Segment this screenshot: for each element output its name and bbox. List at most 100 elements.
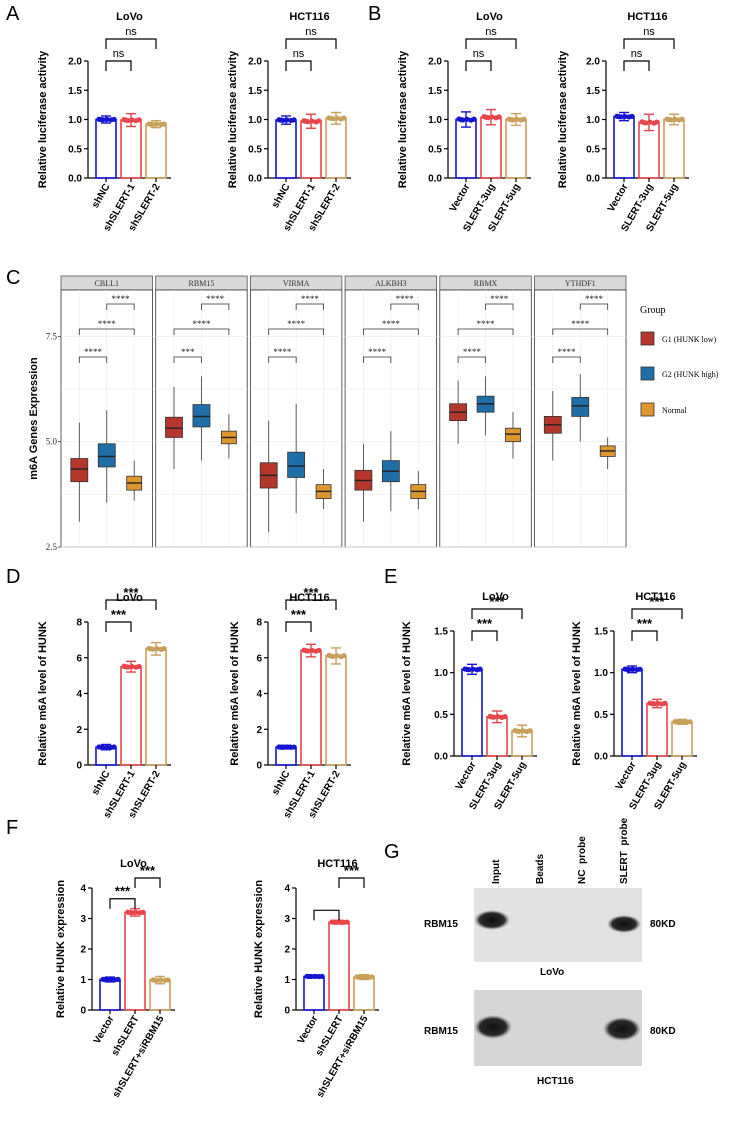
- y-tick-label: 1.0: [586, 115, 600, 126]
- significance-label: ****: [111, 294, 130, 304]
- y-tick-label: 4: [80, 884, 86, 895]
- y-tick-label: 0: [80, 1006, 86, 1017]
- data-point: [629, 113, 635, 119]
- boxplot-chart-c: m6A Genes Expression2.55.07.5CBLL1******…: [28, 275, 627, 552]
- y-tick-label: 1.0: [248, 115, 262, 126]
- y-tick-label: 0.0: [586, 174, 600, 185]
- y-tick-label: 2.5: [46, 542, 58, 552]
- y-tick-label: 2: [76, 725, 82, 736]
- y-axis-label: Relative HUNK expression: [253, 880, 265, 1018]
- data-point: [152, 977, 158, 983]
- significance-bracket: [338, 877, 365, 888]
- bar-chart-f-hct116: HCT116 Relative HUNK expression 0 1 2 3 4 Vecto…: [253, 858, 379, 1100]
- panel-letter-g: G: [384, 841, 400, 863]
- data-point: [344, 919, 350, 925]
- y-tick-label: 0.0: [434, 752, 448, 763]
- significance-label: ***: [489, 594, 505, 609]
- data-point: [464, 116, 470, 122]
- data-point: [331, 919, 337, 925]
- significance-label: ****: [490, 294, 509, 304]
- y-tick-label: 2: [80, 945, 86, 956]
- data-point: [123, 117, 129, 123]
- significance-label: ****: [273, 347, 292, 357]
- x-tick-label: shNC: [270, 182, 293, 210]
- significance-bracket: [268, 328, 324, 335]
- y-tick-label: 2.0: [428, 57, 442, 68]
- bar-chart-d-hct116: HCT116 Relative m6A level of HUNK 0 2 4 6 8 shN…: [229, 585, 351, 820]
- blot-protein-hct116: RBM15: [424, 1026, 458, 1037]
- data-point: [161, 121, 167, 127]
- y-tick-label: 8: [76, 618, 82, 629]
- facet-title: VIRMA: [283, 279, 310, 288]
- significance-bracket: [465, 38, 517, 49]
- significance-label: ns: [473, 48, 485, 60]
- significance-bracket: [109, 898, 136, 909]
- data-point: [111, 116, 117, 122]
- y-axis-label: Relative luciferase activity: [397, 50, 409, 188]
- data-point: [165, 977, 171, 983]
- significance-bracket: [78, 328, 135, 335]
- significance-bracket: [105, 60, 132, 71]
- data-point: [489, 714, 495, 720]
- y-tick-label: 6: [76, 653, 82, 664]
- bar: [275, 746, 297, 766]
- facet-title: YTHDF1: [565, 279, 596, 288]
- significance-label: ns: [293, 48, 305, 60]
- significance-bracket: [105, 599, 157, 610]
- bar-chart-e-lovo: LoVo Relative m6A level of HUNK 0.0 0.5 1.0 1…: [401, 591, 537, 812]
- data-point: [284, 744, 290, 750]
- y-tick-label: 8: [256, 618, 262, 629]
- bar: [461, 668, 483, 757]
- significance-label: ****: [477, 319, 496, 329]
- significance-label: ****: [463, 347, 482, 357]
- x-tick-label: Vector: [92, 1014, 117, 1046]
- data-point: [464, 666, 470, 673]
- x-tick-label: Vector: [606, 182, 631, 214]
- y-tick-label: 0.0: [248, 174, 262, 185]
- significance-bracket: [295, 303, 324, 310]
- y-axis-label: Relative luciferase activity: [227, 50, 239, 188]
- legend-swatch-g2: [640, 366, 655, 381]
- y-axis-label: Relative luciferase activity: [557, 50, 569, 188]
- legend-label-g1: G1 (HUNK low): [662, 335, 717, 344]
- box: [505, 427, 521, 443]
- significance-bracket: [631, 608, 683, 619]
- data-point: [136, 663, 142, 670]
- data-point: [495, 714, 501, 720]
- data-point: [672, 116, 678, 122]
- data-point: [316, 647, 322, 653]
- significance-bracket: [579, 303, 609, 310]
- y-tick-label: 0.0: [68, 174, 82, 185]
- data-point: [291, 117, 297, 123]
- bar-chart-a-lovo: LoVo Relative luciferase activity 0.0 0.5 1.…: [37, 11, 171, 233]
- significance-label: ****: [301, 294, 320, 304]
- blot-lane-beads: Beads: [535, 854, 546, 884]
- y-axis-label: Relative m6A level of HUNK: [571, 621, 583, 766]
- x-tick-label: Vector: [454, 760, 479, 792]
- y-tick-label: 0.5: [248, 144, 262, 155]
- data-point: [362, 974, 368, 980]
- y-tick-label: 2.0: [248, 57, 262, 68]
- data-point: [458, 117, 464, 123]
- significance-label: ns: [113, 48, 125, 60]
- significance-label: ****: [585, 294, 604, 304]
- data-point: [291, 744, 297, 750]
- x-tick-label: shNC: [90, 182, 113, 210]
- data-point: [334, 653, 340, 659]
- y-tick-label: 2.0: [68, 57, 82, 68]
- data-point: [680, 719, 686, 725]
- data-point: [278, 117, 284, 123]
- x-tick-label: Vector: [448, 182, 473, 214]
- significance-bracket: [105, 621, 132, 632]
- data-point: [111, 744, 117, 750]
- y-tick-label: 0.5: [68, 144, 82, 155]
- data-point: [154, 121, 160, 127]
- y-axis-label: Relative HUNK expression: [55, 880, 67, 1018]
- panel-letter-f: F: [6, 817, 18, 839]
- y-tick-label: 3: [284, 914, 290, 925]
- chart-title: HCT116: [635, 591, 675, 603]
- data-point: [637, 666, 643, 672]
- significance-label: ****: [98, 319, 117, 329]
- y-axis-label: Relative m6A level of HUNK: [401, 621, 413, 766]
- data-point: [303, 648, 309, 654]
